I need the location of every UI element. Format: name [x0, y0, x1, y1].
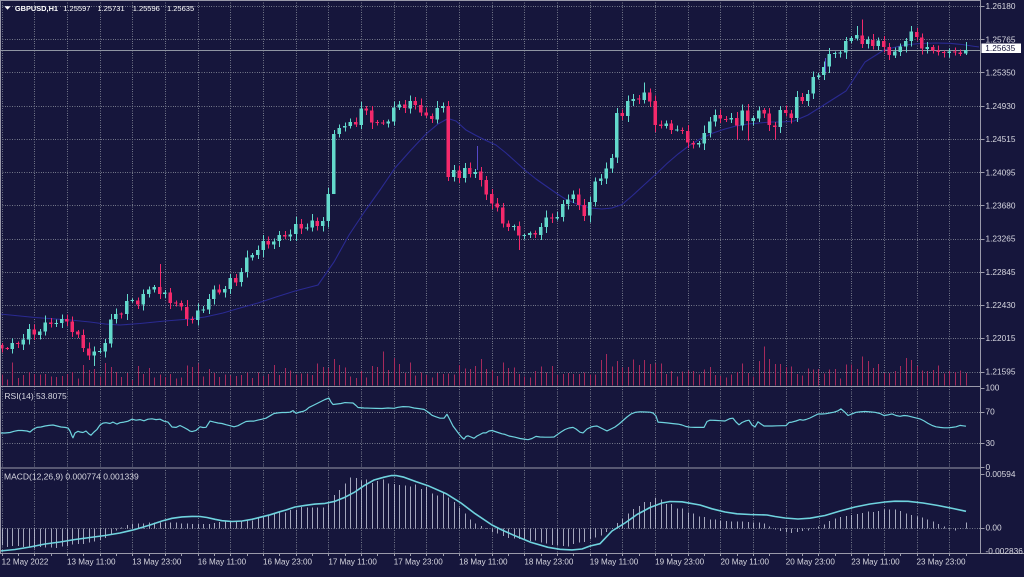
svg-text:RSI(14) 53.8075: RSI(14) 53.8075: [4, 391, 67, 401]
svg-text:0.00594: 0.00594: [986, 469, 1016, 479]
svg-text:1.21595: 1.21595: [986, 367, 1016, 377]
svg-text:23 May 23:00: 23 May 23:00: [917, 558, 967, 567]
svg-text:17 May 23:00: 17 May 23:00: [394, 558, 444, 567]
svg-text:1.23265: 1.23265: [986, 233, 1016, 243]
svg-text:19 May 11:00: 19 May 11:00: [590, 558, 639, 567]
svg-text:0: 0: [986, 462, 991, 472]
svg-text:1.25731: 1.25731: [98, 4, 125, 13]
svg-text:16 May 23:00: 16 May 23:00: [263, 558, 313, 567]
svg-text:1.22015: 1.22015: [986, 333, 1016, 343]
svg-text:100: 100: [986, 383, 1000, 393]
svg-text:1.25350: 1.25350: [986, 67, 1016, 77]
svg-text:1.22845: 1.22845: [986, 267, 1016, 277]
svg-text:20 May 11:00: 20 May 11:00: [721, 558, 770, 567]
svg-text:0.00: 0.00: [986, 522, 1003, 532]
svg-text:1.22430: 1.22430: [986, 300, 1016, 310]
svg-text:MACD(12,26,9) 0.000774 0.00133: MACD(12,26,9) 0.000774 0.001339: [4, 472, 139, 482]
svg-text:1.23680: 1.23680: [986, 200, 1016, 210]
svg-text:16 May 11:00: 16 May 11:00: [198, 558, 247, 567]
svg-text:12 May 2022: 12 May 2022: [2, 558, 49, 567]
svg-text:30: 30: [986, 438, 996, 448]
svg-text:13 May 23:00: 13 May 23:00: [132, 558, 182, 567]
svg-text:1.24515: 1.24515: [986, 134, 1016, 144]
svg-text:1.24930: 1.24930: [986, 101, 1016, 111]
svg-text:20 May 23:00: 20 May 23:00: [786, 558, 836, 567]
svg-text:-0.002836: -0.002836: [986, 546, 1024, 556]
svg-text:18 May 11:00: 18 May 11:00: [459, 558, 508, 567]
svg-text:1.25635: 1.25635: [167, 4, 194, 13]
svg-text:1.25635: 1.25635: [985, 43, 1015, 53]
svg-text:13 May 11:00: 13 May 11:00: [67, 558, 116, 567]
svg-text:17 May 11:00: 17 May 11:00: [328, 558, 377, 567]
svg-text:23 May 11:00: 23 May 11:00: [851, 558, 900, 567]
svg-text:1.25765: 1.25765: [986, 34, 1016, 44]
svg-text:GBPUSD,H1: GBPUSD,H1: [15, 4, 58, 13]
svg-text:1.24095: 1.24095: [986, 167, 1016, 177]
svg-text:18 May 23:00: 18 May 23:00: [524, 558, 574, 567]
svg-text:70: 70: [986, 406, 996, 416]
svg-text:1.26180: 1.26180: [986, 1, 1016, 11]
svg-text:19 May 23:00: 19 May 23:00: [655, 558, 705, 567]
svg-text:1.25597: 1.25597: [63, 4, 90, 13]
svg-text:1.25596: 1.25596: [133, 4, 160, 13]
